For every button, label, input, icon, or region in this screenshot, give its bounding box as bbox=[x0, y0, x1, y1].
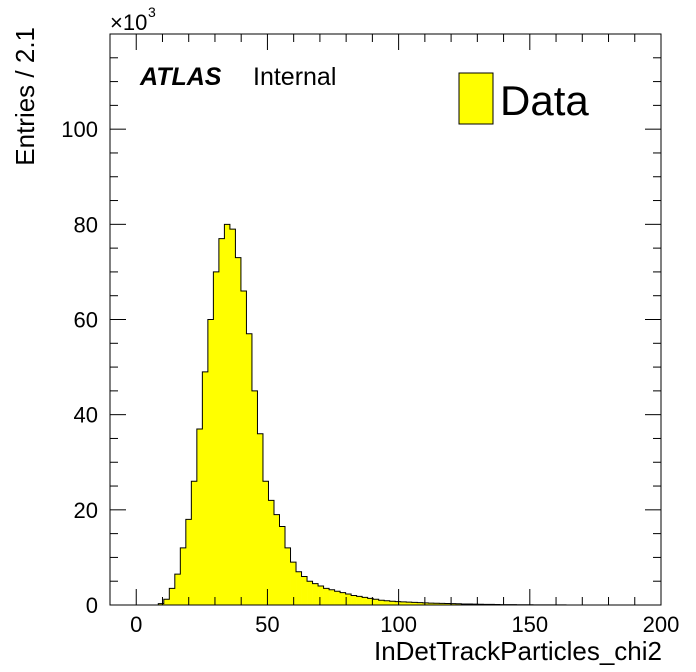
histogram-bar bbox=[235, 257, 242, 605]
histogram-bar bbox=[191, 481, 198, 605]
histogram-bar bbox=[240, 290, 247, 605]
histogram-bar bbox=[224, 224, 231, 606]
histogram-bar bbox=[351, 595, 357, 605]
histogram-bar bbox=[395, 601, 402, 605]
y-tick-label: 0 bbox=[86, 593, 98, 618]
histogram-bar bbox=[312, 583, 319, 605]
y-tick-label: 80 bbox=[74, 212, 98, 237]
histogram-bar bbox=[285, 547, 291, 605]
y-tick-label: 60 bbox=[74, 308, 98, 333]
y-tick-label: 100 bbox=[61, 117, 98, 142]
histogram-bar bbox=[185, 519, 192, 605]
histogram-bar bbox=[345, 594, 352, 605]
legend-swatch bbox=[458, 72, 494, 125]
histogram-bar bbox=[323, 588, 330, 605]
experiment-label: ATLAS bbox=[139, 63, 222, 91]
axis-ticks bbox=[110, 33, 662, 606]
histogram-bar bbox=[417, 602, 424, 605]
y-tick-label: 40 bbox=[74, 403, 98, 428]
histogram-bar bbox=[461, 603, 468, 605]
x-tick-label: 100 bbox=[380, 612, 417, 637]
histogram-bar bbox=[373, 599, 379, 605]
y-tick-label: 20 bbox=[74, 498, 98, 523]
histogram-bar bbox=[296, 571, 302, 605]
histogram-bar bbox=[202, 371, 209, 605]
histogram-bar bbox=[384, 600, 390, 605]
y-multiplier-exponent: 3 bbox=[148, 4, 156, 20]
histogram-bar bbox=[329, 589, 335, 605]
x-tick-label: 0 bbox=[130, 612, 142, 637]
histogram-bar bbox=[439, 603, 446, 605]
histogram-bar bbox=[340, 592, 346, 605]
histogram-bar bbox=[218, 238, 225, 605]
y-tick-labels: 0 20 40 60 80 100 bbox=[61, 117, 98, 618]
x-axis-label: InDetTrackParticles_chi2 bbox=[374, 636, 662, 666]
histogram-bar bbox=[428, 603, 435, 605]
histogram-bar bbox=[163, 599, 170, 605]
histogram-bar bbox=[367, 598, 374, 605]
x-tick-labels: 0 50 100 150 200 bbox=[130, 612, 679, 637]
histogram-bar bbox=[301, 576, 308, 605]
histogram-bar bbox=[279, 526, 286, 605]
x-tick-label: 50 bbox=[255, 612, 279, 637]
histogram-bar bbox=[158, 603, 165, 605]
histogram-bar bbox=[174, 574, 181, 605]
histogram-bar bbox=[422, 602, 429, 605]
histogram-bar bbox=[213, 271, 220, 605]
histogram-bar bbox=[433, 603, 440, 605]
histogram-bar bbox=[251, 390, 258, 605]
histogram-bar bbox=[207, 319, 214, 605]
histogram-bar bbox=[362, 597, 368, 605]
histogram-bar bbox=[389, 601, 396, 605]
histogram-bar bbox=[318, 585, 324, 605]
histogram-bar bbox=[246, 333, 253, 605]
histogram-bar bbox=[356, 596, 363, 605]
histogram-bar bbox=[406, 602, 413, 605]
x-tick-label: 150 bbox=[511, 612, 548, 637]
legend-entry-data: Data bbox=[500, 77, 589, 124]
histogram-bar bbox=[273, 514, 280, 605]
histogram-bar bbox=[257, 433, 264, 605]
histogram-bar bbox=[268, 500, 275, 605]
histogram-bar bbox=[400, 601, 407, 605]
histogram-bar bbox=[196, 428, 203, 605]
status-label: Internal bbox=[253, 63, 336, 91]
histogram-bar bbox=[411, 602, 418, 605]
histogram-bar bbox=[334, 591, 341, 605]
histogram-bar bbox=[378, 600, 385, 605]
y-axis-label: Entries / 2.1 bbox=[10, 27, 40, 166]
histogram-bar bbox=[262, 481, 269, 605]
histogram-bar bbox=[307, 581, 313, 605]
histogram-bar bbox=[455, 603, 462, 605]
x-tick-label: 200 bbox=[643, 612, 680, 637]
histogram-bar bbox=[450, 603, 457, 605]
histogram-bar bbox=[169, 588, 176, 605]
histogram-bar bbox=[180, 547, 187, 605]
histogram-bars bbox=[158, 224, 633, 606]
histogram-bar bbox=[444, 603, 451, 605]
histogram-bar bbox=[290, 562, 297, 605]
histogram-bar bbox=[229, 229, 236, 605]
plot-frame bbox=[109, 33, 662, 606]
y-multiplier-label: ×10 bbox=[110, 10, 147, 35]
